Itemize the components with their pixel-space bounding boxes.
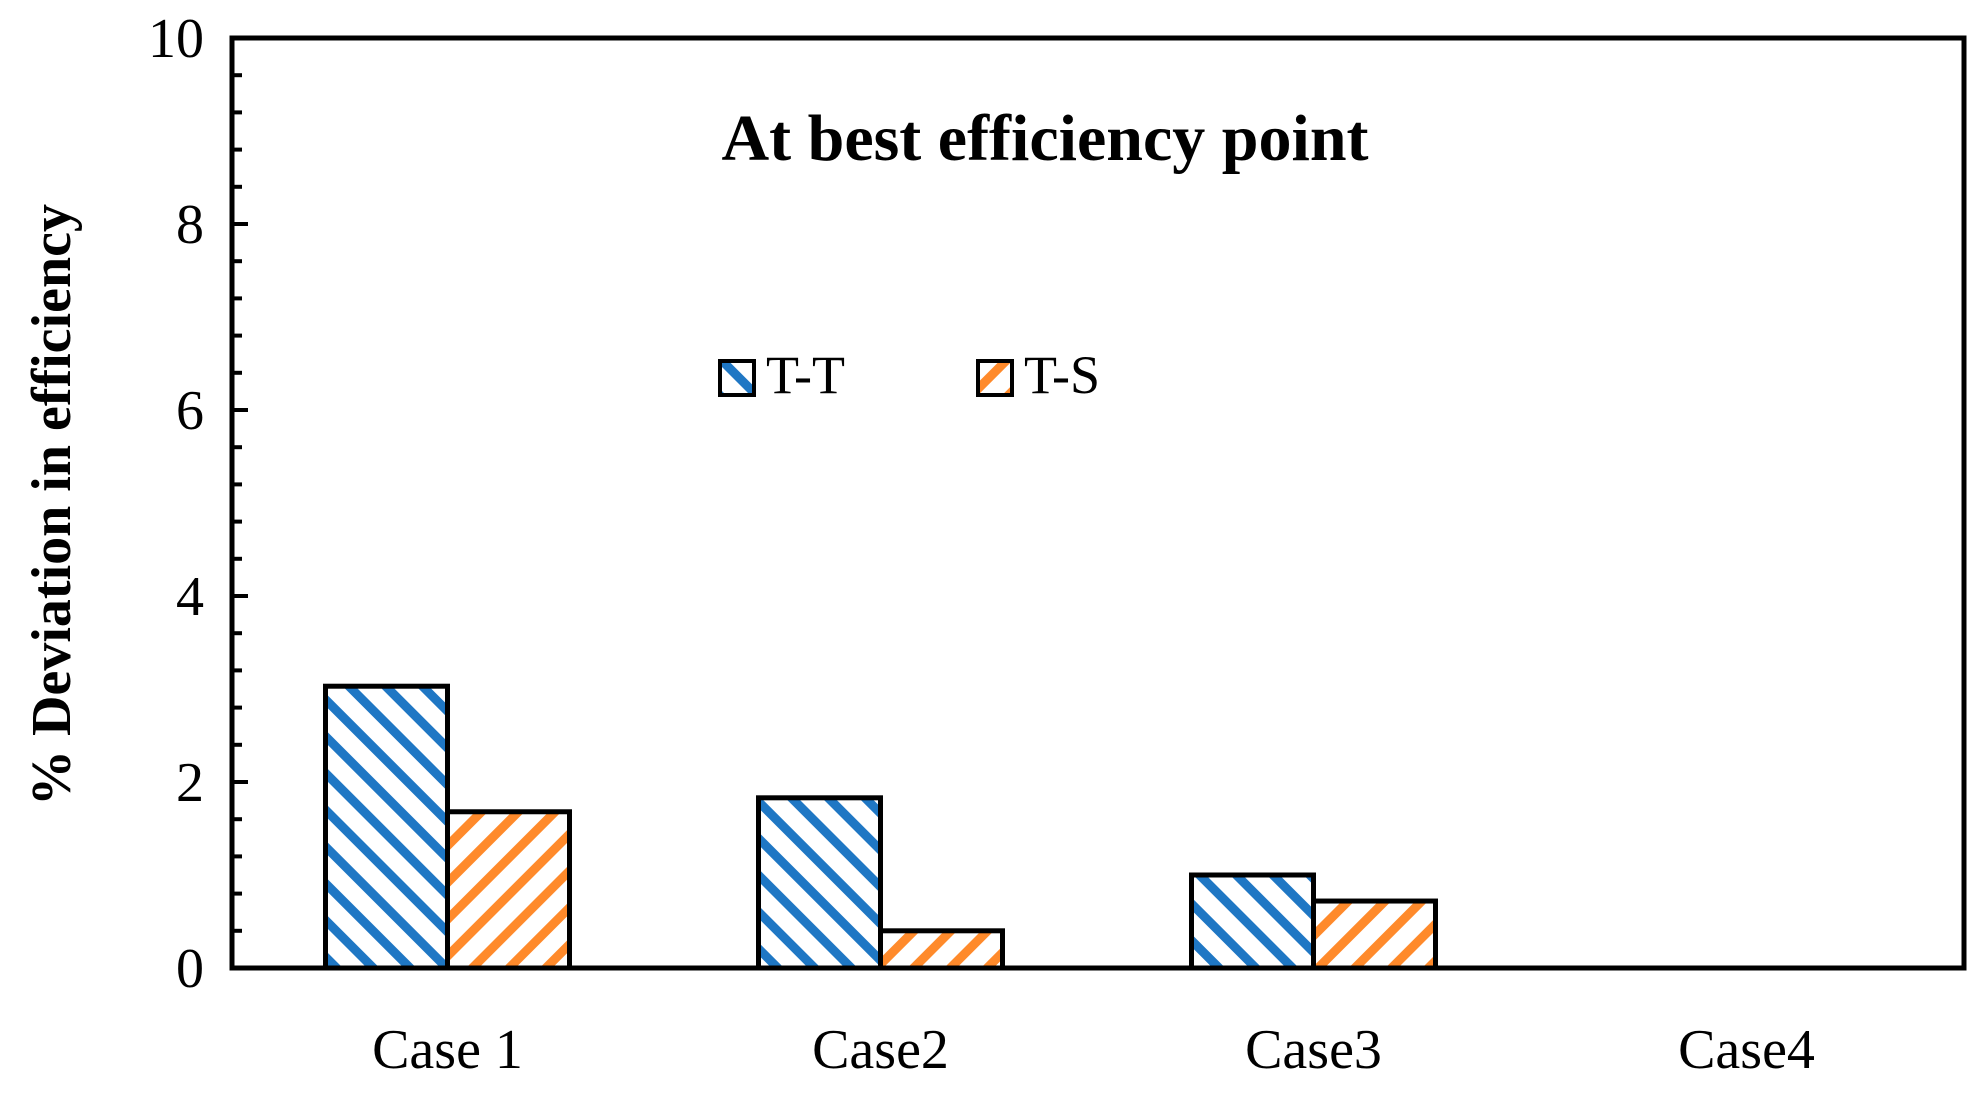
- legend-swatch-tt: [718, 359, 756, 397]
- y-tick-labels: 0 2 4 6 8 10: [148, 8, 204, 1000]
- x-tick-label: Case4: [1678, 1019, 1815, 1081]
- y-tick-label: 0: [176, 938, 204, 1000]
- y-tick-label: 6: [176, 380, 204, 442]
- legend-item-tt: T-T: [718, 345, 845, 405]
- legend-label-ts: T-S: [1024, 345, 1100, 405]
- bars: [323, 683, 1438, 971]
- y-tick-label: 2: [176, 752, 204, 814]
- y-axis-label: % Deviation in efficiency: [21, 204, 83, 806]
- x-tick-label: Case 1: [372, 1019, 523, 1081]
- y-tick-label: 10: [148, 8, 204, 70]
- bar-t-t-1: [323, 683, 450, 971]
- legend-item-ts: T-S: [976, 345, 1100, 405]
- chart-title: At best efficiency point: [721, 102, 1368, 175]
- y-tick-label: 4: [176, 566, 204, 628]
- bar-t-t-2: [756, 795, 883, 971]
- bar-t-s-3: [1311, 898, 1438, 971]
- x-tick-label: Case3: [1245, 1019, 1382, 1081]
- y-tick-label: 8: [176, 194, 204, 256]
- bar-t-s-2: [878, 928, 1005, 971]
- bar-t-s-1: [445, 809, 572, 971]
- bar-t-t-3: [1189, 872, 1316, 971]
- legend: T-T T-S: [718, 345, 1100, 405]
- x-tick-labels: Case 1 Case2 Case3 Case4: [372, 1019, 1815, 1081]
- legend-label-tt: T-T: [766, 345, 845, 405]
- legend-swatch-ts: [976, 359, 1014, 397]
- plot-frame: [229, 35, 1967, 971]
- x-tick-label: Case2: [812, 1019, 949, 1081]
